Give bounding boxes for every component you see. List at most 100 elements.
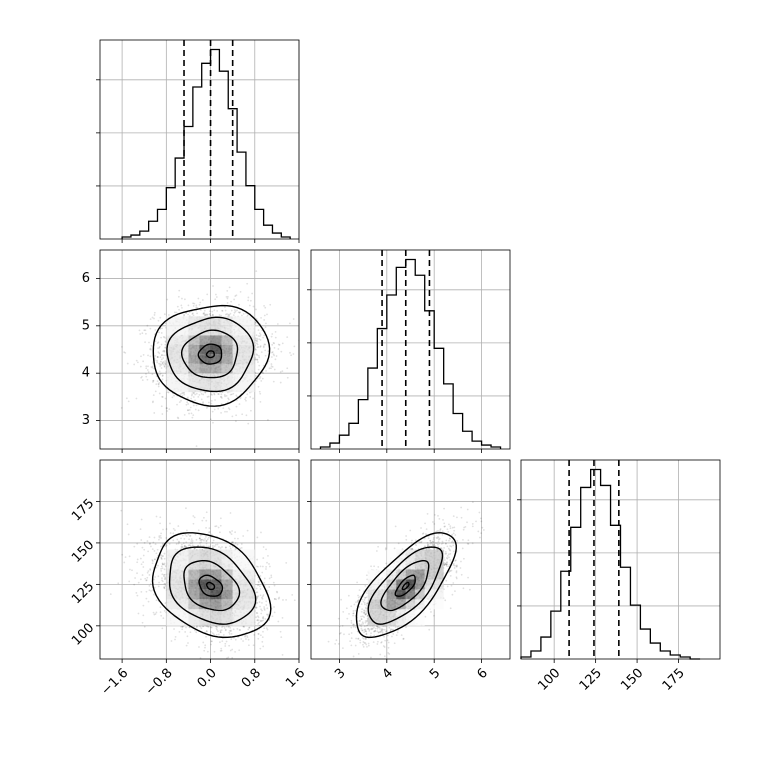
scatter-point bbox=[149, 355, 152, 358]
scatter-point bbox=[260, 612, 263, 615]
scatter-point bbox=[173, 394, 175, 397]
scatter-point bbox=[260, 316, 262, 319]
scatter-point bbox=[205, 545, 208, 548]
scatter-point bbox=[208, 545, 211, 548]
scatter-point bbox=[263, 606, 266, 608]
scatter-point bbox=[205, 536, 207, 538]
scatter-point bbox=[178, 289, 181, 292]
scatter-point bbox=[273, 606, 275, 608]
hist2d-cell bbox=[199, 344, 211, 355]
scatter-point bbox=[160, 336, 162, 339]
scatter-point bbox=[248, 304, 251, 307]
scatter-point bbox=[225, 394, 228, 397]
scatter-point bbox=[147, 365, 149, 368]
scatter-point bbox=[257, 637, 260, 640]
scatter-point bbox=[163, 350, 166, 352]
scatter-point bbox=[226, 297, 229, 300]
scatter-point bbox=[157, 351, 160, 354]
scatter-point bbox=[126, 523, 129, 526]
scatter-point bbox=[153, 586, 156, 589]
scatter-point bbox=[157, 341, 160, 344]
scatter-point bbox=[229, 312, 232, 315]
scatter-point bbox=[206, 396, 209, 398]
scatter-point bbox=[133, 545, 136, 548]
scatter-point bbox=[190, 540, 193, 542]
scatter-point bbox=[188, 538, 191, 541]
scatter-point bbox=[258, 377, 261, 380]
scatter-point bbox=[183, 313, 186, 316]
scatter-point bbox=[232, 314, 235, 317]
histogram-step-p0 bbox=[121, 48, 291, 239]
scatter-point bbox=[145, 579, 148, 582]
scatter-point bbox=[262, 630, 264, 633]
scatter-point bbox=[255, 334, 258, 337]
scatter-point bbox=[255, 342, 258, 345]
scatter-point bbox=[220, 647, 223, 650]
scatter-point bbox=[176, 538, 179, 541]
scatter-point bbox=[227, 397, 230, 400]
scatter-point bbox=[152, 400, 154, 403]
scatter-point bbox=[197, 409, 200, 412]
scatter-point bbox=[245, 414, 248, 417]
scatter-point bbox=[228, 629, 231, 632]
scatter-point bbox=[192, 314, 195, 317]
scatter-point bbox=[230, 629, 232, 632]
scatter-point bbox=[157, 385, 160, 388]
scatter-point bbox=[226, 302, 229, 304]
scatter-point bbox=[191, 542, 194, 544]
scatter-point bbox=[200, 398, 203, 401]
scatter-point bbox=[190, 412, 193, 415]
scatter-point bbox=[141, 379, 144, 381]
scatter-point bbox=[159, 316, 162, 319]
scatter-point bbox=[158, 352, 161, 355]
scatter-point bbox=[238, 676, 240, 678]
scatter-point bbox=[225, 296, 228, 298]
scatter-point bbox=[151, 401, 154, 404]
scatter-point bbox=[227, 313, 230, 316]
scatter-point bbox=[151, 366, 154, 369]
scatter-point bbox=[163, 557, 166, 560]
scatter-point bbox=[189, 534, 192, 537]
scatter-point bbox=[258, 335, 261, 338]
scatter-point bbox=[264, 306, 267, 309]
scatter-point bbox=[206, 650, 209, 653]
scatter-point bbox=[177, 295, 180, 298]
scatter-point bbox=[238, 311, 241, 314]
scatter-point bbox=[204, 538, 206, 540]
scatter-point bbox=[177, 540, 180, 543]
scatter-point bbox=[210, 402, 213, 405]
scatter-point bbox=[184, 545, 186, 547]
scatter-point bbox=[234, 420, 237, 423]
scatter-point bbox=[157, 319, 160, 322]
scatter-point bbox=[192, 396, 195, 398]
scatter-point bbox=[247, 422, 250, 425]
scatter-point bbox=[208, 313, 211, 316]
scatter-point bbox=[191, 416, 194, 419]
scatter-point bbox=[211, 313, 214, 316]
scatter-point bbox=[197, 396, 200, 398]
scatter-point bbox=[201, 402, 204, 405]
scatter-point bbox=[145, 579, 148, 582]
scatter-point bbox=[195, 626, 198, 629]
scatter-point bbox=[149, 543, 151, 545]
scatter-point bbox=[241, 314, 243, 317]
scatter-point bbox=[257, 565, 259, 568]
scatter-point bbox=[192, 302, 194, 305]
scatter-point bbox=[144, 341, 146, 344]
scatter-point bbox=[160, 558, 163, 560]
scatter-point bbox=[221, 397, 223, 399]
scatter-point bbox=[286, 376, 289, 379]
scatter-point bbox=[262, 345, 265, 348]
scatter-point bbox=[263, 607, 266, 610]
scatter-point bbox=[259, 575, 262, 577]
scatter-point bbox=[152, 379, 155, 382]
scatter-point bbox=[234, 295, 237, 297]
scatter-point bbox=[193, 302, 196, 305]
scatter-point bbox=[259, 594, 262, 597]
scatter-point bbox=[151, 316, 154, 319]
scatter-point bbox=[233, 298, 236, 301]
scatter-point bbox=[262, 546, 265, 548]
scatter-point bbox=[232, 392, 235, 395]
scatter-point bbox=[164, 363, 167, 366]
